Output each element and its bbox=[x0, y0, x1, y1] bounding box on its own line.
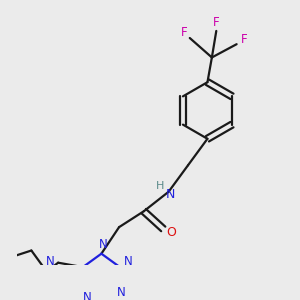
Text: H: H bbox=[155, 181, 164, 190]
Text: N: N bbox=[83, 291, 92, 300]
Text: N: N bbox=[166, 188, 175, 201]
Text: N: N bbox=[117, 286, 126, 299]
Text: F: F bbox=[181, 26, 188, 39]
Text: F: F bbox=[240, 33, 247, 46]
Text: N: N bbox=[124, 255, 133, 268]
Text: N: N bbox=[46, 255, 55, 268]
Text: N: N bbox=[99, 238, 107, 251]
Text: O: O bbox=[166, 226, 176, 239]
Text: F: F bbox=[213, 16, 220, 29]
